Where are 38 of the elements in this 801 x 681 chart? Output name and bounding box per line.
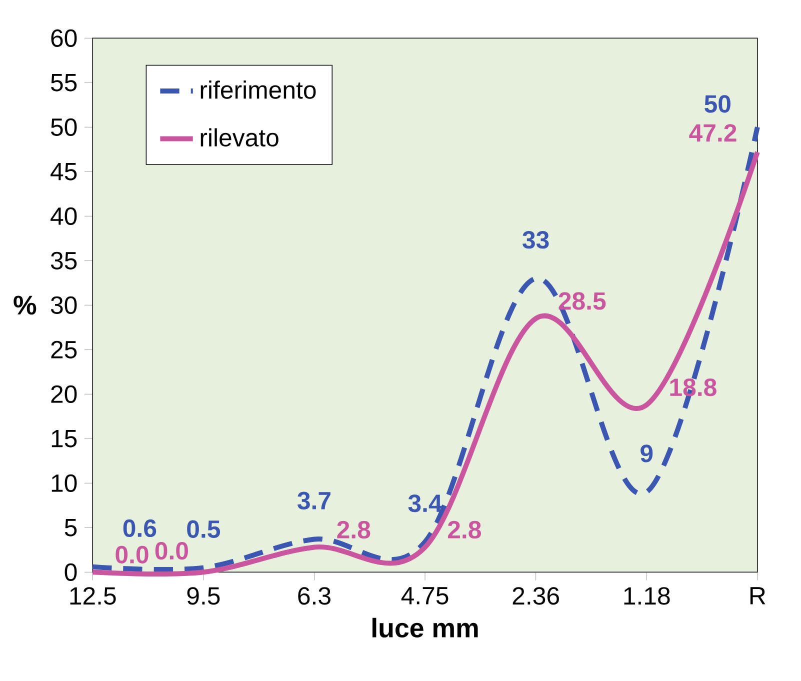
y-tick-label: 10	[52, 474, 77, 492]
x-tick-label: 4.75	[401, 587, 448, 604]
y-tick-label: 45	[50, 162, 77, 180]
data-label: 50	[704, 95, 730, 113]
data-label: 3.7	[297, 492, 330, 510]
x-tick-label: 1.18	[624, 587, 670, 605]
data-label: 0.0	[116, 546, 148, 564]
y-tick-label: 0	[64, 563, 77, 581]
y-tick-label: 5	[64, 518, 77, 536]
y-axis-title: %	[14, 296, 36, 315]
y-tick-label: 50	[50, 118, 77, 136]
x-axis-title: luce mm	[372, 618, 478, 638]
x-tick-label: 6.3	[298, 587, 330, 605]
legend-label: riferimento	[200, 80, 316, 99]
y-tick-label: 40	[50, 207, 77, 225]
x-tick-label: 2.36	[512, 587, 559, 605]
data-label: 0.6	[123, 519, 156, 537]
legend-label: rilevato	[200, 128, 278, 146]
data-label: 2.8	[337, 520, 370, 538]
x-tick-label: 9.5	[187, 587, 220, 605]
data-label: 18.8	[670, 378, 716, 396]
data-label: 0.0	[155, 542, 188, 560]
y-tick-label: 55	[50, 74, 77, 92]
data-label: 2.8	[448, 520, 481, 538]
x-tick-label: R	[750, 587, 766, 604]
y-tick-label: 20	[51, 385, 77, 403]
data-label: 47.2	[689, 124, 736, 142]
y-tick-label: 30	[50, 296, 77, 314]
data-label: 0.5	[187, 520, 220, 538]
data-label: 33	[522, 230, 549, 249]
y-tick-label: 25	[51, 340, 77, 358]
y-tick-label: 60	[51, 29, 77, 47]
y-tick-label: 15	[52, 430, 77, 448]
data-label: 3.4	[408, 494, 442, 512]
data-label: 28.5	[558, 292, 606, 310]
data-label: 9	[640, 444, 653, 462]
x-tick-label: 12.5	[70, 587, 116, 605]
y-tick-label: 35	[50, 252, 77, 270]
